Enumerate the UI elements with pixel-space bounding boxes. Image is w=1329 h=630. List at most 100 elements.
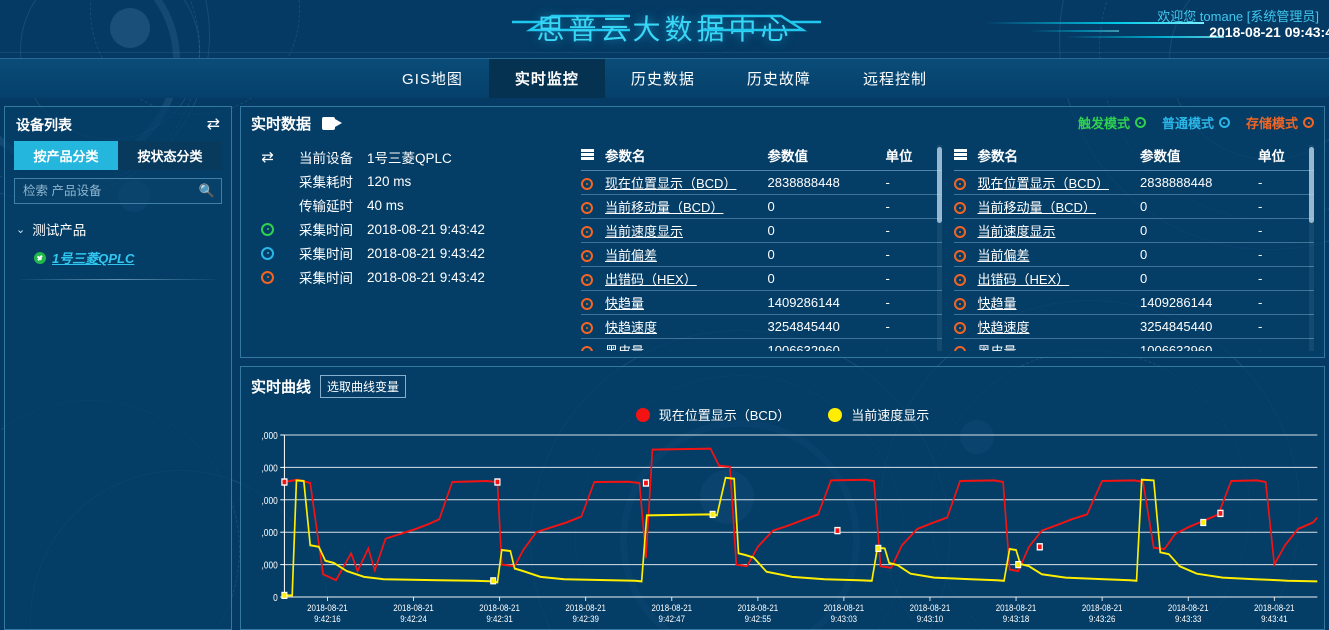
ring-icon [581, 225, 593, 238]
param-name-cell[interactable]: 快趋量 [605, 290, 768, 315]
table-row[interactable]: 黑皮量1006632960- [581, 338, 942, 351]
table-row[interactable]: 现在位置显示（BCD） 2838888448- [581, 170, 942, 195]
table-row[interactable]: 当前速度显示 0- [581, 218, 942, 243]
param-name-cell[interactable]: 当前偏差 [977, 242, 1140, 267]
legend-swatch-red [635, 407, 650, 422]
param-status-icon-cell [953, 218, 978, 243]
device-item-label[interactable]: 1号三菱QPLC [52, 251, 135, 266]
y-tick-label: ,000 [261, 528, 277, 539]
search-input[interactable] [14, 178, 222, 204]
table-row[interactable]: 当前速度显示 0- [953, 218, 1314, 243]
grid-icon-header[interactable] [581, 143, 605, 171]
swap-icon[interactable]: ⇄ [261, 149, 274, 166]
param-name-cell[interactable]: 出错码（HEX） [605, 266, 768, 291]
main-nav: GIS地图 实时监控 历史数据 历史故障 远程控制 [0, 58, 1329, 98]
info-label: 传输延时 [299, 199, 353, 214]
camera-icon[interactable] [322, 117, 343, 130]
table-row[interactable]: 当前移动量（BCD） 0- [581, 194, 942, 219]
grid-icon[interactable] [953, 148, 967, 160]
param-name-cell[interactable]: 快趋速度 [605, 314, 768, 339]
param-name-cell[interactable]: 快趋速度 [977, 314, 1140, 339]
select-curve-variable-button[interactable]: 选取曲线变量 [320, 375, 407, 398]
tab-history-fault[interactable]: 历史故障 [746, 71, 811, 88]
param-value-cell: 1409286144 [1140, 290, 1258, 315]
param-name-cell[interactable]: 快趋量 [977, 290, 1140, 315]
param-name-cell[interactable]: 当前移动量（BCD） [605, 194, 768, 219]
scrollbar-thumb[interactable] [1309, 147, 1314, 223]
param-status-icon-cell [581, 290, 605, 315]
data-marker [494, 478, 501, 486]
table-row[interactable]: 出错码（HEX） 0- [581, 266, 942, 291]
param-value-cell: 0 [1140, 242, 1258, 267]
param-name-cell[interactable]: 黑皮量 [605, 338, 768, 351]
param-value-cell: 2838888448 [767, 170, 886, 195]
data-marker [1200, 518, 1207, 527]
mode-normal[interactable]: 普通模式 [1162, 113, 1230, 132]
table-row[interactable]: 快趋量 1409286144- [953, 290, 1314, 315]
col-unit: 单位 [1258, 143, 1314, 171]
scrollbar-track[interactable] [1309, 145, 1314, 351]
realtime-chart-panel: 实时曲线 选取曲线变量 现在位置显示（BCD） 当前速度显示 ,000 ,000,… [240, 366, 1325, 630]
realtime-data-panel: 实时数据 触发模式 普通模式 存储模式 ⇄ [240, 106, 1325, 358]
tab-realtime-monitor[interactable]: 实时监控 [488, 59, 605, 98]
radio-icon[interactable] [1218, 117, 1230, 128]
x-tick-label: 2018-08-21 [479, 602, 520, 613]
param-name-cell[interactable]: 黑皮量 [977, 338, 1140, 351]
table-row[interactable]: 黑皮量1006632960- [953, 338, 1314, 351]
param-name-cell[interactable]: 出错码（HEX） [977, 266, 1140, 291]
x-tick-label: 2018-08-21 [1082, 602, 1123, 613]
radio-icon[interactable] [1134, 117, 1146, 128]
param-unit-cell: - [885, 338, 942, 351]
table-row[interactable]: 快趋速度 3254845440- [953, 314, 1314, 339]
tab-by-status[interactable]: 按状态分类 [118, 141, 222, 170]
x-tick-label: 2018-08-21 [910, 602, 951, 613]
scrollbar-thumb[interactable] [936, 147, 942, 223]
y-tick-label: ,000 [261, 430, 277, 441]
table-row[interactable]: 出错码（HEX） 0- [953, 266, 1314, 291]
param-name-cell[interactable]: 现在位置显示（BCD） [605, 170, 768, 195]
mode-trigger[interactable]: 触发模式 [1078, 113, 1146, 132]
param-status-icon-cell [581, 218, 605, 243]
param-name-cell[interactable]: 当前偏差 [605, 242, 768, 267]
online-check-icon [34, 251, 46, 264]
ring-icon [953, 345, 966, 351]
data-marker [281, 591, 288, 599]
table-row[interactable]: 快趋量 1409286144- [581, 290, 942, 315]
x-tick-label: 9:42:31 [486, 613, 513, 624]
grid-icon-header[interactable] [953, 143, 978, 171]
chart-plot-area[interactable]: ,000,000,000,000,000 0 2018-08-21 9:42:16 20… [241, 429, 1324, 629]
tree-group-test-product[interactable]: ⌄ 测试产品 [14, 216, 222, 245]
table-row[interactable]: 快趋速度 3254845440- [581, 314, 942, 339]
tab-by-product[interactable]: 按产品分类 [14, 141, 118, 170]
table-row[interactable]: 当前偏差 0- [581, 242, 942, 267]
tab-gis-map[interactable]: GIS地图 [402, 71, 463, 88]
x-tick-label: 9:42:24 [400, 613, 427, 624]
tab-remote-control[interactable]: 远程控制 [862, 71, 927, 88]
scrollbar-track[interactable] [936, 145, 942, 351]
param-unit-cell: - [885, 242, 942, 267]
x-tick-label: 9:43:26 [1089, 613, 1116, 624]
table-row[interactable]: 当前移动量（BCD） 0- [953, 194, 1314, 219]
param-value-cell: 1409286144 [767, 290, 886, 315]
y-tick-label: ,000 [261, 560, 277, 571]
param-name-cell[interactable]: 当前移动量（BCD） [977, 194, 1140, 219]
device-list-title: 设备列表 [16, 117, 72, 133]
param-name-cell[interactable]: 当前速度显示 [605, 218, 768, 243]
list-item[interactable]: 1号三菱QPLC [14, 245, 222, 273]
tab-history-data[interactable]: 历史数据 [630, 71, 695, 88]
table-row[interactable]: 当前偏差 0- [953, 242, 1314, 267]
table-row[interactable]: 现在位置显示（BCD） 2838888448- [953, 170, 1314, 195]
param-name-cell[interactable]: 当前速度显示 [977, 218, 1140, 243]
x-tick-label: 9:42:39 [572, 613, 599, 624]
search-icon[interactable]: 🔍 [198, 183, 215, 198]
info-row: 采集时间 2018-08-21 9:43:42 [251, 241, 581, 265]
swap-icon[interactable]: ⇄ [206, 116, 220, 133]
mode-storage[interactable]: 存储模式 [1246, 113, 1314, 132]
grid-icon[interactable] [581, 148, 594, 160]
param-name-cell[interactable]: 现在位置显示（BCD） [977, 170, 1140, 195]
legend-item-position[interactable]: 现在位置显示（BCD） [635, 405, 790, 424]
legend-item-speed[interactable]: 当前速度显示 [828, 405, 929, 424]
chevron-down-icon[interactable]: ⌄ [16, 223, 26, 236]
col-param-value: 参数值 [767, 143, 886, 171]
radio-icon[interactable] [1303, 117, 1314, 128]
